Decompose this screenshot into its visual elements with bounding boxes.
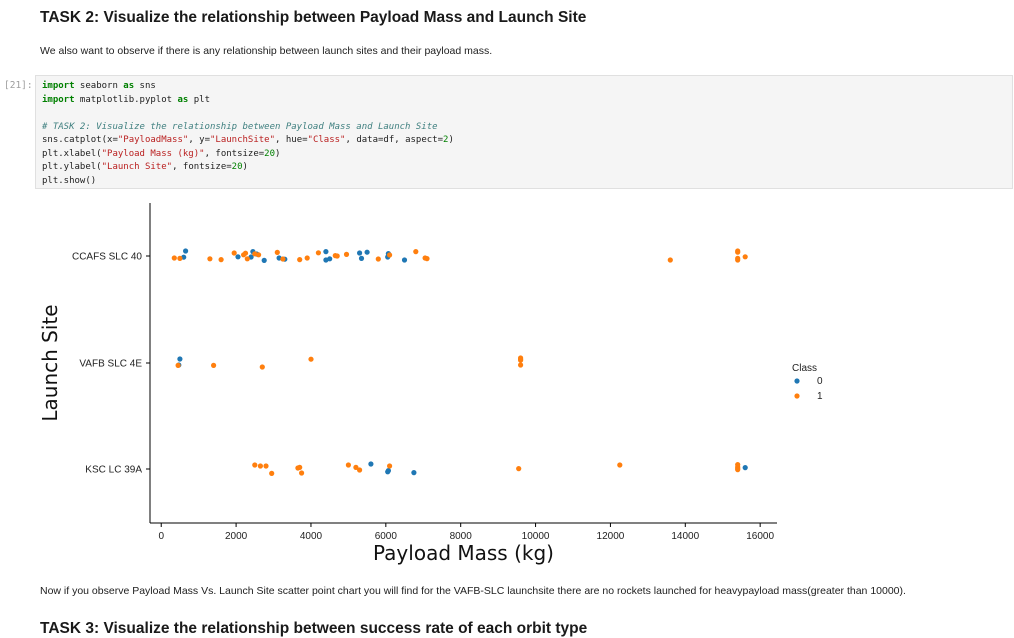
data-point-class-1 xyxy=(387,252,393,258)
x-tick-label: 6000 xyxy=(375,531,398,542)
data-point-class-0 xyxy=(385,469,391,475)
legend-marker-0 xyxy=(794,378,800,384)
x-tick-label: 8000 xyxy=(450,531,473,542)
data-point-class-1 xyxy=(171,255,177,261)
data-point-class-1 xyxy=(343,251,350,257)
x-tick-label: 12000 xyxy=(597,531,625,542)
data-point-class-1 xyxy=(357,467,363,473)
data-point-class-1 xyxy=(518,357,524,363)
data-point-class-0 xyxy=(323,249,329,255)
y-axis-label: Launch Site xyxy=(38,304,62,421)
data-point-class-1 xyxy=(353,464,359,470)
data-point-class-0 xyxy=(368,461,374,467)
code-line-2: import matplotlib.pyplot as plt xyxy=(42,94,210,105)
observation-text: Now if you observe Payload Mass Vs. Laun… xyxy=(40,585,906,597)
legend-label: 1 xyxy=(817,391,823,402)
description-text: We also want to observe if there is any … xyxy=(40,45,493,57)
data-point-class-1 xyxy=(516,466,522,472)
data-point-class-1 xyxy=(299,470,305,476)
data-point-class-1 xyxy=(735,467,741,473)
data-point-class-0 xyxy=(183,248,189,254)
y-tick-label: KSC LC 39A xyxy=(85,465,142,476)
code-line-1: import seaborn as sns xyxy=(42,81,156,91)
legend-label: 0 xyxy=(817,376,823,387)
data-point-class-1 xyxy=(242,250,249,256)
legend-title: Class xyxy=(792,363,817,374)
data-point-class-1 xyxy=(315,250,321,256)
x-tick-label: 4000 xyxy=(300,531,323,542)
code-line-6: plt.xlabel("Payload Mass (kg)", fontsize… xyxy=(42,148,281,159)
data-point-class-0 xyxy=(742,465,748,471)
data-point-class-0 xyxy=(261,257,267,263)
data-point-class-1 xyxy=(207,256,213,262)
x-tick-label: 0 xyxy=(158,531,164,542)
legend-marker-1 xyxy=(794,393,800,399)
data-point-class-1 xyxy=(387,463,393,469)
x-tick-label: 16000 xyxy=(746,531,774,542)
data-point-class-0 xyxy=(401,257,408,263)
data-point-class-1 xyxy=(297,257,303,263)
data-point-class-1 xyxy=(218,257,224,263)
y-tick-label: VAFB SLC 4E xyxy=(79,359,142,370)
data-point-class-1 xyxy=(345,462,351,468)
data-point-class-1 xyxy=(175,362,181,368)
data-point-class-1 xyxy=(518,362,524,368)
data-point-class-1 xyxy=(177,255,183,261)
data-point-class-1 xyxy=(269,470,275,476)
x-tick-label: 14000 xyxy=(671,531,699,542)
data-point-class-1 xyxy=(211,362,217,368)
data-point-class-0 xyxy=(327,256,333,262)
data-point-class-0 xyxy=(177,356,183,362)
x-axis-label: Payload Mass (kg) xyxy=(373,541,554,565)
data-point-class-1 xyxy=(263,463,269,469)
data-point-class-1 xyxy=(297,464,303,470)
data-point-class-1 xyxy=(256,252,262,258)
data-point-class-1 xyxy=(424,256,430,262)
data-point-class-1 xyxy=(231,250,237,256)
code-cell[interactable]: import seaborn as sns import matplotlib.… xyxy=(35,75,1013,189)
data-point-class-1 xyxy=(735,257,741,263)
data-point-class-1 xyxy=(259,364,265,370)
code-line-8: plt.show() xyxy=(42,175,97,186)
data-point-class-1 xyxy=(280,256,286,262)
data-point-class-1 xyxy=(334,253,340,259)
data-point-class-1 xyxy=(413,249,419,255)
code-line-4: # TASK 2: Visualize the relationship bet… xyxy=(42,121,438,132)
y-tick-label: CCAFS SLC 40 xyxy=(72,252,142,263)
data-point-class-1 xyxy=(304,255,310,261)
x-tick-label: 10000 xyxy=(522,531,550,542)
data-point-class-1 xyxy=(257,463,263,469)
cell-prompt: [21]: xyxy=(4,80,33,91)
data-point-class-0 xyxy=(235,254,241,260)
code-editor[interactable]: import seaborn as sns import matplotlib.… xyxy=(42,80,454,188)
code-line-7: plt.ylabel("Launch Site", fontsize=20) xyxy=(42,162,248,172)
next-task-heading: TASK 3: Visualize the relationship betwe… xyxy=(40,620,588,637)
data-point-class-1 xyxy=(617,462,623,468)
data-point-class-0 xyxy=(364,249,370,255)
x-tick-label: 2000 xyxy=(225,531,248,542)
data-point-class-1 xyxy=(735,249,741,255)
task-heading: TASK 2: Visualize the relationship betwe… xyxy=(40,9,587,26)
data-point-class-1 xyxy=(667,257,673,263)
data-point-class-0 xyxy=(411,470,417,476)
data-point-class-1 xyxy=(742,254,748,260)
data-point-class-1 xyxy=(252,462,258,468)
payload-vs-launchsite-plot: 0 2000 4000 6000 8000 10000 12000 14000 16000 CCA… xyxy=(38,203,823,565)
data-point-class-0 xyxy=(357,250,363,256)
code-line-5: sns.catplot(x="PayloadMass", y="LaunchSi… xyxy=(42,135,454,145)
data-point-class-1 xyxy=(375,256,381,262)
data-point-class-0 xyxy=(358,255,365,261)
data-point-class-1 xyxy=(244,256,250,262)
data-point-class-1 xyxy=(274,249,280,255)
data-point-class-1 xyxy=(308,356,314,362)
